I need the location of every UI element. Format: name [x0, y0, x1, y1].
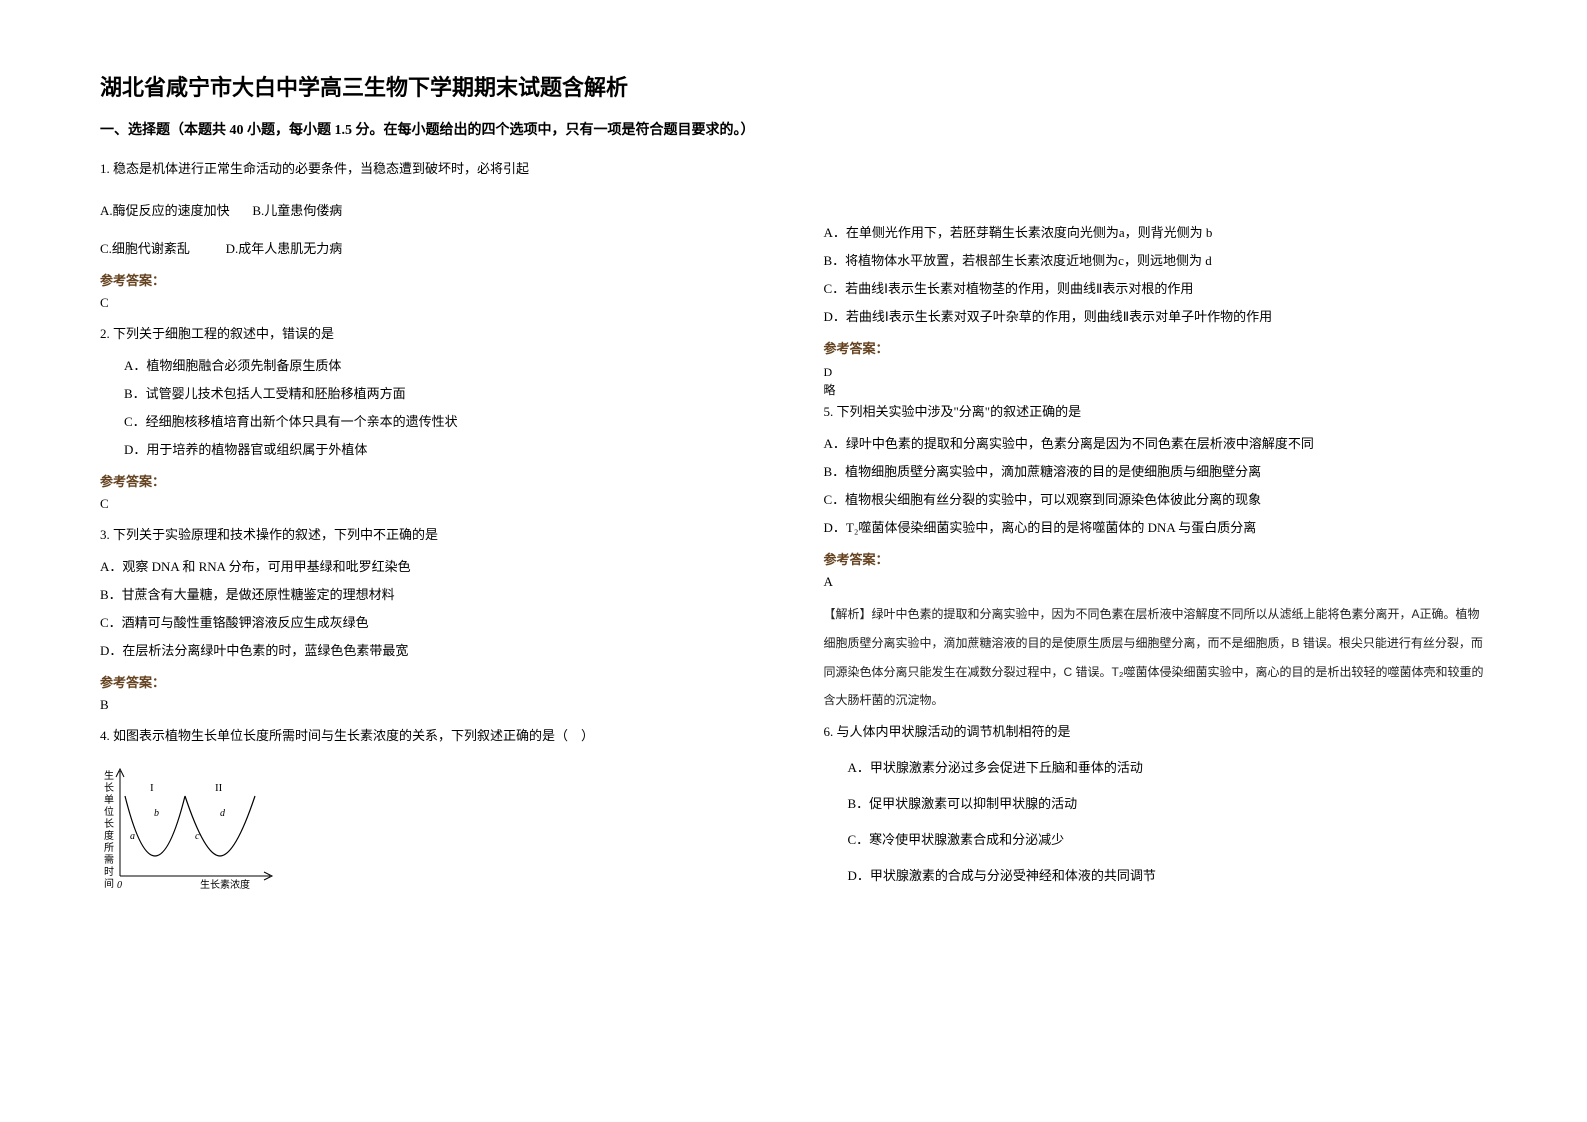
x-axis-label: 生长素浓度 — [200, 878, 250, 891]
q5-optB: B．植物细胞质壁分离实验中，滴加蔗糖溶液的目的是使细胞质与细胞壁分离 — [824, 459, 1488, 485]
point-a: a — [130, 831, 135, 842]
document-title: 湖北省咸宁市大白中学高三生物下学期期末试题含解析 — [100, 70, 764, 102]
left-column: 湖北省咸宁市大白中学高三生物下学期期末试题含解析 一、选择题（本题共 40 小题… — [100, 70, 764, 1082]
q4-optD: D．若曲线Ⅰ表示生长素对双子叶杂草的作用，则曲线Ⅱ表示对单子叶作物的作用 — [824, 304, 1488, 330]
q4-answer: D — [824, 363, 1488, 381]
q2-stem: 2. 下列关于细胞工程的叙述中，错误的是 — [100, 321, 764, 347]
q3-optB: B．甘蔗含有大量糖，是做还原性糖鉴定的理想材料 — [100, 582, 764, 608]
q3-optC: C．酒精可与酸性重铬酸钾溶液反应生成灰绿色 — [100, 610, 764, 636]
y-axis-char-2: 长 — [104, 782, 114, 794]
q6-stem: 6. 与人体内甲状腺活动的调节机制相符的是 — [824, 719, 1488, 745]
q4-optA: A．在单侧光作用下，若胚芽鞘生长素浓度向光侧为a，则背光侧为 b — [824, 220, 1488, 246]
y-axis-char-3: 单 — [104, 794, 114, 806]
q5-optA: A．绿叶中色素的提取和分离实验中，色素分离是因为不同色素在层析液中溶解度不同 — [824, 431, 1488, 457]
q5-explanation: 【解析】绿叶中色素的提取和分离实验中，因为不同色素在层析液中溶解度不同所以从滤纸… — [824, 600, 1488, 715]
y-axis-char-9: 时 — [104, 866, 114, 878]
y-axis-char-6: 度 — [104, 829, 114, 842]
q5-optD: D．T₂噬菌体侵染细菌实验中，离心的目的是将噬菌体的 DNA 与蛋白质分离 — [824, 515, 1488, 541]
y-axis-char-4: 位 — [104, 805, 114, 818]
y-axis-char-5: 长 — [104, 818, 114, 830]
q4-stem: 4. 如图表示植物生长单位长度所需时间与生长素浓度的关系，下列叙述正确的是（ ） — [100, 723, 764, 749]
q4-note: 略 — [824, 381, 1488, 399]
q2-optA: A．植物细胞融合必须先制备原生质体 — [100, 353, 764, 379]
y-axis-char-7: 所 — [104, 842, 114, 854]
q1-options-row2: C.细胞代谢紊乱 D.成年人患肌无力病 — [100, 236, 764, 262]
q2-answer-label: 参考答案： — [100, 471, 764, 490]
q3-answer: B — [100, 697, 764, 713]
q1-answer: C — [100, 295, 764, 311]
q4-optC: C．若曲线Ⅰ表示生长素对植物茎的作用，则曲线Ⅱ表示对根的作用 — [824, 276, 1488, 302]
q5-stem: 5. 下列相关实验中涉及"分离"的叙述正确的是 — [824, 399, 1488, 425]
q4-optB: B．将植物体水平放置，若根部生长素浓度近地侧为c，则远地侧为 d — [824, 248, 1488, 274]
y-axis-char-10: 间 — [104, 877, 114, 890]
q5-optC: C．植物根尖细胞有丝分裂的实验中，可以观察到同源染色体彼此分离的现象 — [824, 487, 1488, 513]
q1-stem: 1. 稳态是机体进行正常生命活动的必要条件，当稳态遭到破坏时，必将引起 — [100, 156, 764, 182]
q1-optB: B.儿童患佝偻病 — [252, 203, 342, 218]
section-header: 一、选择题（本题共 40 小题，每小题 1.5 分。在每小题给出的四个选项中，只… — [100, 120, 764, 142]
q5-answer-label: 参考答案： — [824, 549, 1488, 568]
q3-answer-label: 参考答案： — [100, 672, 764, 691]
curve-label-I: I — [150, 782, 154, 794]
q1-options-row1: A.酶促反应的速度加快 B.儿童患佝偻病 — [100, 198, 764, 224]
y-axis-char-8: 需 — [104, 854, 114, 866]
q2-optC: C．经细胞核移植培育出新个体只具有一个亲本的遗传性状 — [100, 409, 764, 435]
q5-answer: A — [824, 574, 1488, 590]
q4-answer-label: 参考答案： — [824, 338, 1488, 357]
point-d: d — [220, 808, 226, 819]
q6-optD: D．甲状腺激素的合成与分泌受神经和体液的共同调节 — [824, 859, 1488, 893]
point-c: c — [195, 831, 200, 842]
curve-label-II: II — [215, 782, 223, 794]
q1-optA: A.酶促反应的速度加快 — [100, 203, 230, 218]
y-axis-char-1: 生 — [104, 769, 114, 782]
q3-optA: A．观察 DNA 和 RNA 分布，可用甲基绿和吡罗红染色 — [100, 554, 764, 580]
q3-stem: 3. 下列关于实验原理和技术操作的叙述，下列中不正确的是 — [100, 522, 764, 548]
q1-optC: C.细胞代谢紊乱 — [100, 241, 190, 256]
origin-label: 0 — [117, 880, 122, 891]
q2-optB: B．试管婴儿技术包括人工受精和胚胎移植两方面 — [100, 381, 764, 407]
q1-answer-label: 参考答案： — [100, 270, 764, 289]
q2-answer: C — [100, 496, 764, 512]
right-column: A．在单侧光作用下，若胚芽鞘生长素浓度向光侧为a，则背光侧为 b B．将植物体水… — [824, 70, 1488, 1082]
q1-optD: D.成年人患肌无力病 — [226, 241, 343, 256]
q4-figure: I II a b c d 生 长 单 位 长 度 所 需 时 间 0 生长素浓度 — [100, 761, 764, 896]
q4-chart-svg: I II a b c d 生 长 单 位 长 度 所 需 时 间 0 生长素浓度 — [100, 761, 280, 891]
q6-optC: C．寒冷使甲状腺激素合成和分泌减少 — [824, 823, 1488, 857]
q6-optA: A．甲状腺激素分泌过多会促进下丘脑和垂体的活动 — [824, 751, 1488, 785]
q6-optB: B．促甲状腺激素可以抑制甲状腺的活动 — [824, 787, 1488, 821]
q2-optD: D．用于培养的植物器官或组织属于外植体 — [100, 437, 764, 463]
point-b: b — [154, 808, 159, 819]
q3-optD: D．在层析法分离绿叶中色素的时，蓝绿色色素带最宽 — [100, 638, 764, 664]
